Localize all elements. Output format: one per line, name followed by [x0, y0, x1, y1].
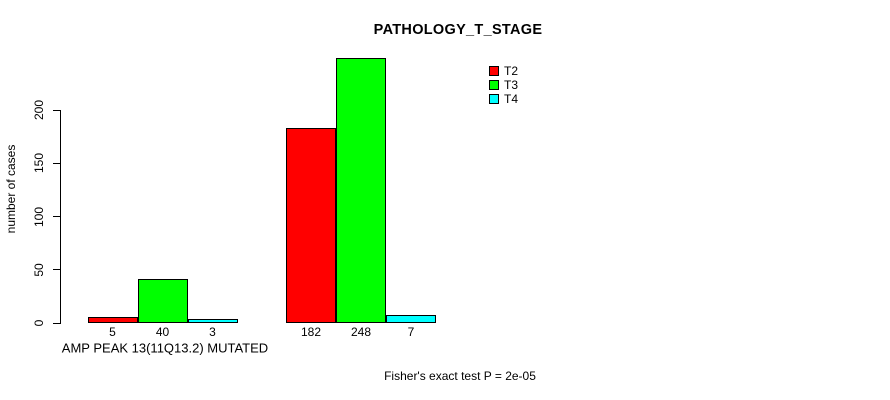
y-tick-mark	[53, 269, 60, 271]
bar-value-label: 248	[350, 325, 372, 339]
bar-value-label: 182	[300, 325, 322, 339]
legend-row-t4: T4	[489, 92, 518, 106]
bar-t4-group1	[187, 319, 238, 323]
y-tick-label: 200	[32, 99, 46, 121]
bar-t3-group1	[137, 279, 188, 323]
y-tick-label: 100	[32, 206, 46, 227]
y-axis-line	[60, 110, 61, 324]
y-axis-title: number of cases	[4, 144, 18, 234]
bar-value-label: 5	[109, 325, 116, 339]
bar-t3-group2	[336, 58, 386, 323]
legend-row-t3: T3	[489, 78, 518, 92]
legend-label: T4	[504, 92, 519, 106]
chart-title: PATHOLOGY_T_STAGE	[373, 22, 543, 38]
bar-t2-group2	[286, 128, 336, 323]
legend: T2 T3 T4	[489, 64, 518, 106]
bar-t4-group2	[386, 315, 436, 323]
legend-label: T2	[504, 64, 519, 78]
bar-value-label: 7	[407, 325, 415, 339]
legend-swatch-t4	[489, 94, 499, 104]
x-category-label: AMP PEAK 13(11Q13.2) MUTATED	[61, 340, 269, 356]
y-tick-mark	[53, 162, 60, 164]
legend-row-t2: T2	[489, 64, 518, 78]
y-tick-label: 50	[32, 263, 46, 277]
bar-t2-group1	[87, 317, 138, 323]
bar-value-label: 3	[209, 325, 216, 339]
y-tick-label: 0	[32, 319, 46, 327]
legend-label: T3	[504, 78, 519, 92]
y-tick-mark	[53, 322, 60, 324]
bar-value-label: 40	[155, 325, 170, 339]
footnote: Fisher's exact test P = 2e-05	[384, 369, 536, 383]
legend-swatch-t2	[489, 66, 499, 76]
y-tick-mark	[53, 109, 60, 111]
y-tick-mark	[53, 216, 60, 217]
y-tick-label: 150	[32, 153, 46, 174]
legend-swatch-t3	[489, 80, 499, 90]
